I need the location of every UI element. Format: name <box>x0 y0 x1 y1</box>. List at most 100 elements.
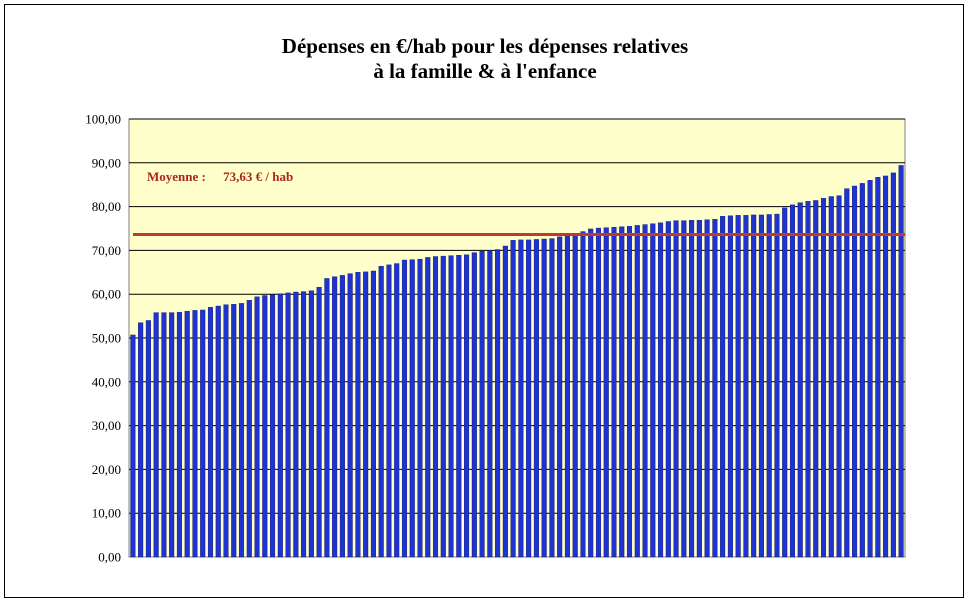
bar <box>378 265 384 558</box>
bar <box>464 254 470 558</box>
bar <box>363 271 369 558</box>
y-tick-label: 10,00 <box>92 506 121 521</box>
bar <box>735 215 741 558</box>
bar <box>355 272 361 558</box>
bar <box>215 305 221 558</box>
bar <box>549 238 555 558</box>
bar <box>409 259 415 558</box>
y-tick-label: 100,00 <box>85 112 121 127</box>
bar <box>223 304 229 558</box>
y-axis-tick-labels: 0,00 10,00 20,00 30,00 40,00 50,00 60,00 70,00 8… <box>85 112 121 565</box>
bar <box>883 175 889 558</box>
bar <box>293 291 299 558</box>
bar <box>890 172 896 558</box>
y-tick-label: 80,00 <box>92 199 121 214</box>
bars <box>130 165 904 558</box>
bar <box>898 165 904 558</box>
bar <box>502 245 508 558</box>
bar <box>844 188 850 558</box>
bar <box>533 239 539 558</box>
bar <box>673 220 679 558</box>
bar <box>479 251 485 558</box>
bar <box>704 219 710 558</box>
bar <box>425 257 431 558</box>
bar <box>456 255 462 558</box>
chart-title: Dépenses en €/hab pour les dépenses rela… <box>0 34 970 84</box>
bar <box>751 214 757 558</box>
y-tick-label: 20,00 <box>92 462 121 477</box>
average-label-prefix: Moyenne : <box>147 169 206 184</box>
bar <box>588 228 594 558</box>
bar <box>859 183 865 558</box>
bar <box>169 312 175 558</box>
bar <box>696 219 702 558</box>
bar <box>743 215 749 558</box>
bar <box>254 296 260 558</box>
bar <box>161 312 167 558</box>
bar <box>875 177 881 558</box>
bar <box>153 312 159 558</box>
y-tick-label: 60,00 <box>92 287 121 302</box>
bar <box>626 226 633 558</box>
bar <box>642 224 648 558</box>
y-tick-label: 40,00 <box>92 374 121 389</box>
bar <box>440 255 446 558</box>
bar <box>448 255 454 558</box>
bar <box>557 236 563 558</box>
bar <box>200 309 206 558</box>
bar <box>145 320 151 558</box>
bar <box>394 263 400 558</box>
bar <box>658 222 664 558</box>
y-tick-label: 50,00 <box>92 331 121 346</box>
bar <box>828 196 834 558</box>
bar <box>650 223 656 558</box>
y-tick-label: 90,00 <box>92 155 121 170</box>
bar <box>758 214 764 558</box>
bar <box>308 290 314 558</box>
bar <box>301 291 307 558</box>
bar <box>712 219 718 558</box>
bar <box>386 264 392 558</box>
bar <box>339 275 345 558</box>
bar <box>285 292 291 558</box>
bar <box>370 270 376 558</box>
bar <box>634 225 640 558</box>
bar <box>231 304 237 558</box>
bar <box>665 221 671 558</box>
bar <box>471 252 477 558</box>
y-tick-label: 0,00 <box>98 550 121 565</box>
bar <box>184 311 190 558</box>
bar <box>518 239 524 558</box>
bar <box>572 233 578 558</box>
bar <box>836 195 842 558</box>
bar <box>347 273 353 558</box>
bar <box>324 278 330 558</box>
bar <box>580 231 586 558</box>
chart-title-line-1: Dépenses en €/hab pour les dépenses rela… <box>281 34 689 58</box>
bar <box>619 226 625 558</box>
bar <box>603 227 609 558</box>
bar <box>417 258 423 558</box>
bar <box>611 226 617 558</box>
bar <box>820 198 827 558</box>
bar <box>207 307 214 558</box>
bar <box>332 276 338 558</box>
average-label: Moyenne : 73,63 € / hab <box>147 169 293 184</box>
bar <box>789 204 796 558</box>
bar <box>681 220 687 558</box>
bar <box>238 303 245 558</box>
bar <box>766 214 772 558</box>
bar <box>689 219 695 558</box>
bar <box>852 185 858 558</box>
bar <box>246 300 252 558</box>
bar <box>138 322 144 558</box>
bar <box>805 201 811 558</box>
bar <box>510 240 516 558</box>
bar <box>130 334 136 558</box>
bar <box>401 259 408 558</box>
bar <box>316 286 322 558</box>
bar <box>277 293 283 558</box>
y-tick-label: 70,00 <box>92 243 121 258</box>
bar <box>720 216 726 558</box>
